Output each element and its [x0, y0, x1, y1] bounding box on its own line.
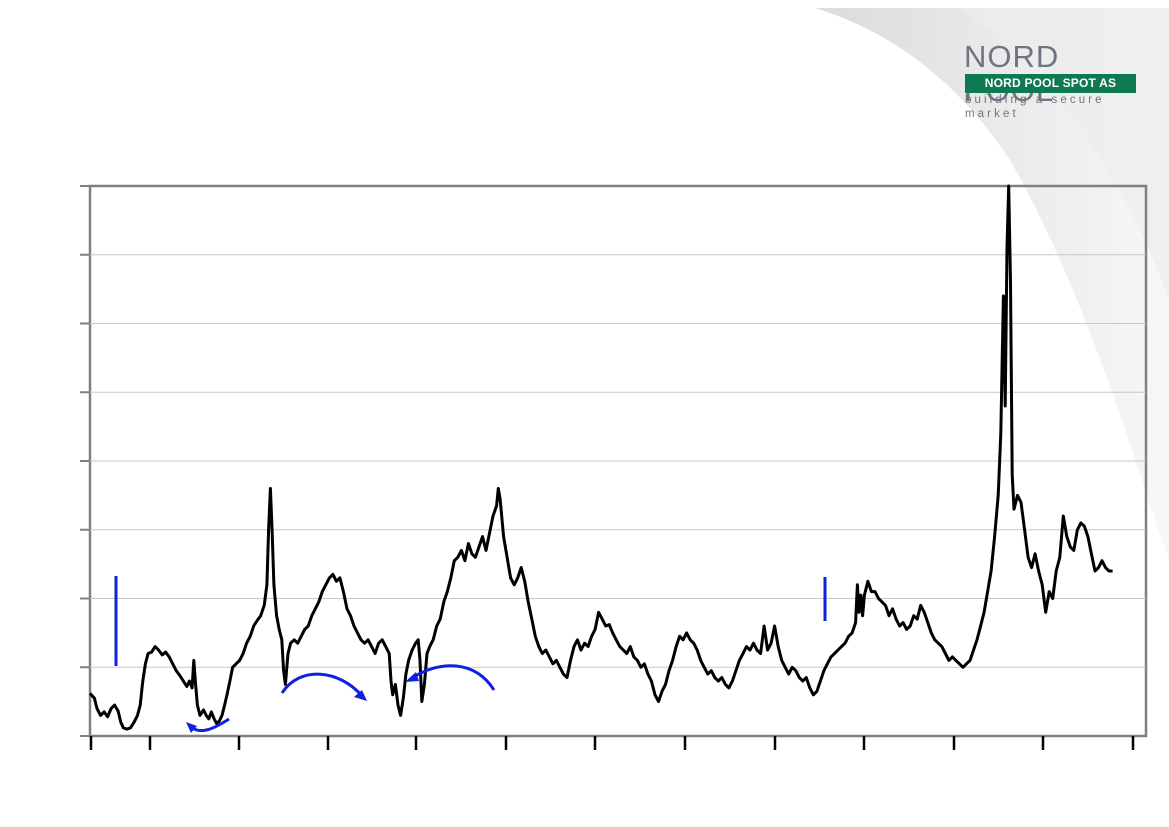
annotation-arrowhead-3 — [405, 672, 419, 682]
logo-banner: NORD POOL SPOT AS — [965, 74, 1136, 93]
y-axis-ticks — [80, 185, 90, 737]
x-axis-ticks — [89, 736, 1135, 750]
annotations — [114, 576, 827, 733]
annotation-arrow-1 — [188, 717, 230, 733]
annotation-arrow-3 — [411, 664, 496, 691]
annotation-arrowhead-1 — [186, 722, 197, 733]
nord-pool-logo: NORD POOL NORD POOL SPOT AS building a s… — [962, 40, 1140, 120]
series-line-price — [88, 184, 1113, 731]
annotation-arrowhead-2 — [354, 690, 367, 701]
logo-tagline: building a secure market — [965, 94, 1105, 120]
background-swoosh — [815, 8, 1169, 560]
annotation-arrow-2 — [280, 672, 364, 697]
gridlines — [90, 254, 1146, 668]
